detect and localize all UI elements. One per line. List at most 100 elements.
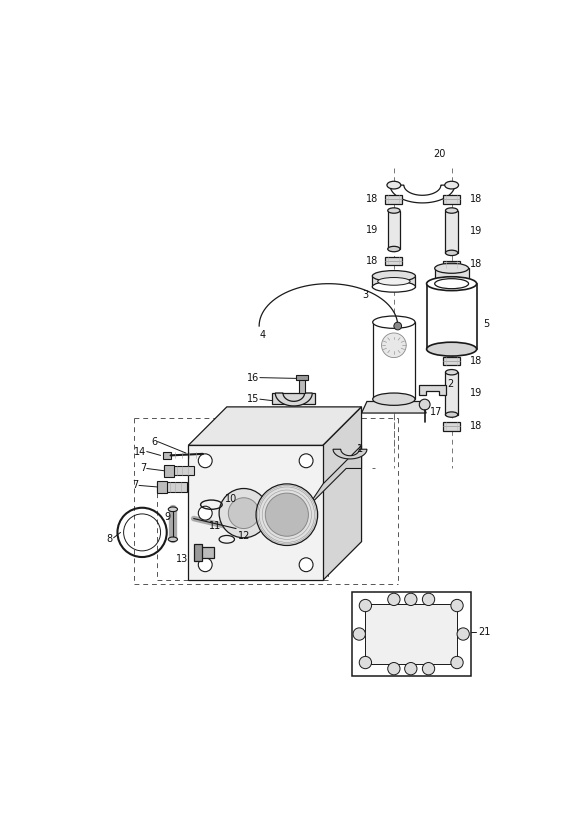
Bar [163, 452, 171, 459]
Bar [443, 260, 460, 269]
Circle shape [451, 599, 463, 611]
Text: 16: 16 [247, 372, 259, 382]
Ellipse shape [373, 270, 416, 281]
Ellipse shape [373, 281, 416, 293]
Polygon shape [308, 446, 361, 507]
Circle shape [359, 657, 371, 669]
Text: 19: 19 [470, 388, 482, 398]
Polygon shape [323, 407, 361, 580]
Circle shape [198, 454, 212, 468]
Text: 2: 2 [447, 379, 453, 389]
Text: 17: 17 [430, 407, 442, 417]
Text: 18: 18 [470, 356, 482, 366]
Polygon shape [323, 407, 361, 446]
Bar [443, 357, 460, 365]
Circle shape [388, 662, 400, 675]
Bar [385, 257, 402, 265]
Circle shape [299, 454, 313, 468]
Ellipse shape [435, 264, 469, 274]
Bar [388, 210, 400, 249]
Circle shape [419, 399, 430, 410]
Text: 12: 12 [238, 531, 250, 541]
Circle shape [359, 599, 371, 611]
Circle shape [198, 558, 212, 572]
Polygon shape [188, 446, 323, 580]
Ellipse shape [378, 278, 410, 285]
Bar [296, 375, 308, 380]
Text: 18: 18 [470, 421, 482, 431]
Text: 21: 21 [478, 628, 490, 638]
Text: 1: 1 [357, 444, 363, 454]
Ellipse shape [445, 369, 458, 375]
Text: 5: 5 [483, 319, 490, 329]
Text: 9: 9 [164, 512, 171, 522]
Bar [195, 544, 202, 561]
Text: 8: 8 [107, 534, 113, 545]
Ellipse shape [445, 181, 459, 189]
Ellipse shape [445, 412, 458, 417]
Bar [157, 482, 187, 492]
Circle shape [353, 628, 366, 640]
Ellipse shape [168, 507, 177, 512]
Circle shape [265, 493, 308, 536]
Ellipse shape [387, 181, 401, 189]
Polygon shape [419, 386, 446, 395]
Circle shape [388, 593, 400, 606]
Bar [352, 592, 471, 677]
Text: 10: 10 [225, 494, 237, 504]
Circle shape [457, 628, 469, 640]
Polygon shape [188, 407, 361, 446]
Text: 19: 19 [470, 227, 482, 236]
Circle shape [198, 506, 212, 520]
Text: 20: 20 [433, 149, 445, 159]
Circle shape [299, 558, 313, 572]
Bar [443, 422, 460, 431]
Circle shape [256, 484, 318, 545]
Bar [299, 376, 305, 393]
Text: 7: 7 [140, 463, 146, 474]
Circle shape [299, 506, 313, 520]
Circle shape [405, 662, 417, 675]
Bar [427, 283, 477, 349]
Bar [164, 466, 194, 475]
Circle shape [451, 657, 463, 669]
Text: 13: 13 [176, 554, 188, 564]
Circle shape [422, 593, 435, 606]
Bar [435, 269, 469, 283]
Ellipse shape [168, 537, 177, 541]
Ellipse shape [435, 279, 469, 288]
Ellipse shape [388, 246, 400, 251]
Bar [373, 276, 416, 287]
Bar [443, 195, 460, 204]
Circle shape [422, 662, 435, 675]
Circle shape [219, 489, 268, 538]
Text: 15: 15 [247, 394, 259, 405]
Bar [385, 195, 402, 204]
Text: 14: 14 [134, 447, 146, 456]
Bar [373, 322, 416, 399]
Text: 18: 18 [470, 194, 482, 204]
Polygon shape [361, 401, 426, 413]
Text: 18: 18 [366, 255, 378, 265]
Text: 19: 19 [366, 225, 378, 235]
Bar [157, 480, 167, 493]
Circle shape [394, 322, 402, 330]
Text: 4: 4 [259, 330, 265, 340]
Ellipse shape [427, 277, 477, 291]
Polygon shape [275, 393, 312, 406]
Polygon shape [333, 449, 367, 459]
Text: 18: 18 [470, 260, 482, 269]
Bar [445, 372, 458, 414]
Bar [164, 465, 174, 477]
Polygon shape [390, 185, 455, 203]
Bar [445, 210, 458, 253]
Text: 7: 7 [132, 480, 138, 490]
Bar [366, 604, 457, 664]
Circle shape [405, 593, 417, 606]
Ellipse shape [373, 393, 415, 405]
Text: 11: 11 [209, 522, 222, 531]
Ellipse shape [445, 250, 458, 255]
Circle shape [381, 333, 406, 358]
Bar [198, 547, 215, 558]
Circle shape [229, 498, 259, 528]
